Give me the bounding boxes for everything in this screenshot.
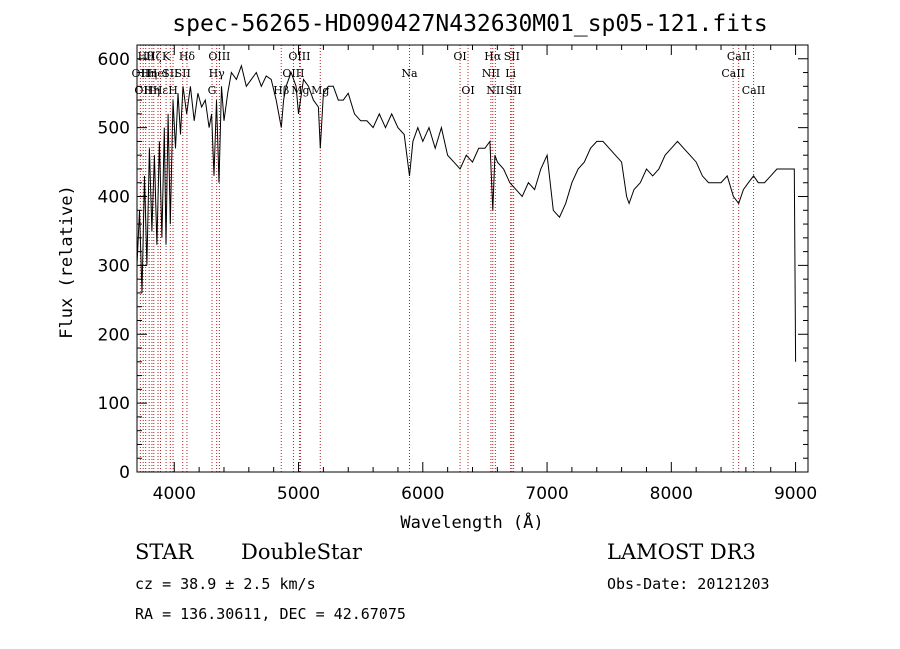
line-marker-label-1: OII (134, 84, 152, 97)
line-marker-label-28: SII (504, 50, 520, 63)
spectrum-line (136, 63, 797, 362)
y-tick-label-500: 500 (98, 119, 130, 139)
line-marker-label-4: Hη (144, 84, 160, 97)
line-marker-label-26: NII (486, 84, 504, 97)
line-marker-label-11: SII (175, 67, 191, 80)
line-marker-label-18: OIII (288, 50, 310, 63)
line-marker-label-19: Mg (291, 84, 309, 97)
line-marker-label-30: CaII (721, 67, 745, 80)
redshift-cz: cz = 38.9 ± 2.5 km/s (135, 575, 316, 593)
object-class: STAR (135, 540, 194, 564)
coordinates: RA = 136.30611, DEC = 42.67075 (135, 605, 406, 623)
line-marker-label-25: Hα (484, 50, 502, 63)
line-marker-label-13: G (208, 84, 217, 97)
line-marker-label-12: Hδ (179, 50, 196, 63)
x-tick-label-7000: 7000 (525, 484, 568, 504)
line-marker-label-6: HeI (148, 67, 168, 80)
y-tick-label-400: 400 (98, 188, 130, 208)
line-marker-label-15: OIII (208, 50, 230, 63)
line-markers (139, 45, 755, 472)
x-tick-label-9000: 9000 (774, 484, 817, 504)
x-tick-label-4000: 4000 (153, 484, 196, 504)
line-marker-label-32: CaII (742, 84, 766, 97)
line-marker-label-14: Hγ (209, 67, 226, 80)
line-marker-label-31: CaII (727, 50, 751, 63)
chart-title: spec-56265-HD090427N432630M01_sp05-121.f… (172, 11, 767, 37)
x-tick-label-5000: 5000 (277, 484, 320, 504)
x-axis-ticks: 4000 5000 6000 7000 8000 9000 (153, 45, 817, 504)
line-marker-label-23: OI (461, 84, 474, 97)
line-marker-label-27: Li (505, 67, 516, 80)
survey-name: LAMOST DR3 (607, 540, 756, 564)
line-marker-label-8: K (162, 50, 171, 63)
x-axis-label: Wavelength (Å) (400, 511, 543, 533)
y-tick-label-300: 300 (98, 256, 130, 276)
y-axis-ticks: 0 100 200 300 400 500 600 (98, 50, 808, 483)
line-marker-label-3: Hη (141, 67, 157, 80)
x-tick-label-8000: 8000 (650, 484, 693, 504)
y-tick-label-100: 100 (98, 394, 130, 414)
observation-date: Obs-Date: 20121203 (607, 575, 770, 593)
line-marker-label-10: H (168, 84, 178, 97)
line-marker-label-29: SII (506, 84, 522, 97)
line-marker-label-21: Na (401, 67, 418, 80)
line-marker-label-24: NII (482, 67, 500, 80)
plot-frame (136, 44, 809, 473)
line-marker-label-9: SII (162, 67, 178, 80)
y-axis-label: Flux (relative) (57, 185, 77, 339)
line-marker-label-7: Hε (153, 84, 169, 97)
line-marker-label-16: Hβ (273, 84, 289, 97)
line-marker-label-2: Hθ (138, 50, 155, 63)
line-marker-label-20: Mg (311, 84, 329, 97)
line-marker-labels: OIIOIIHθHηHηHζHeIHεKSIIHSIIHδGHγOIIIHβOI… (131, 50, 765, 97)
x-tick-label-6000: 6000 (401, 484, 444, 504)
object-subclass: DoubleStar (241, 540, 363, 564)
y-tick-label-600: 600 (98, 50, 130, 70)
line-marker-label-17: OIII (282, 67, 304, 80)
y-tick-label-200: 200 (98, 325, 130, 345)
line-marker-label-5: Hζ (146, 50, 162, 63)
y-tick-label-0: 0 (119, 463, 130, 483)
line-marker-label-0: OII (131, 67, 149, 80)
line-marker-label-22: OI (453, 50, 466, 63)
